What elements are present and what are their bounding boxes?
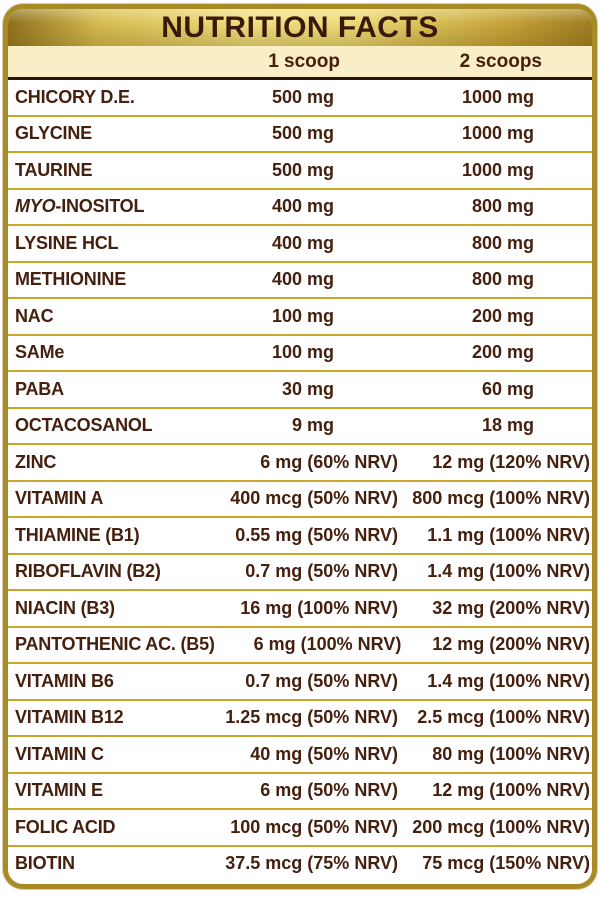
- scoop2-value: 1.1 mg (100% NRV): [427, 524, 590, 545]
- header-band: NUTRITION FACTS: [8, 9, 592, 46]
- scoop1-value: 500 mg: [271, 123, 334, 144]
- scoop2-value: 2.5 mcg (100% NRV): [417, 707, 590, 728]
- column-header-row: 1 scoop 2 scoops: [8, 46, 592, 80]
- scoop2-value: 200 mcg (100% NRV): [412, 816, 590, 837]
- ingredient-name: BIOTIN: [15, 853, 75, 874]
- scoop1-value: 9 mg: [291, 415, 334, 436]
- ingredient-name: VITAMIN B6: [15, 670, 114, 691]
- scoop1-value: 500 mg: [271, 159, 334, 180]
- table-row: PANTOTHENIC AC. (B5) 6 mg (100% NRV) 12 mg…: [8, 625, 592, 662]
- table-row: RIBOFLAVIN (B2) 0.7 mg (50% NRV) 1.4 mg (1…: [8, 552, 592, 589]
- scoop2-value: 12 mg (100% NRV): [432, 780, 590, 801]
- ingredient-name: LYSINE HCL: [15, 232, 119, 253]
- ingredient-name: FOLIC ACID: [15, 816, 116, 837]
- scoop2-value: 1000 mg: [461, 86, 534, 107]
- table-row: CHICORY D.E. 500 mg 1000 mg: [8, 80, 592, 115]
- scoop2-value: 800 mcg (100% NRV): [412, 488, 590, 509]
- scoop2-value: 12 mg (200% NRV): [432, 634, 590, 655]
- ingredient-name: METHIONINE: [15, 269, 127, 290]
- column-header-scoop2: 2 scoops: [459, 50, 542, 72]
- table-row: MYO-INOSITOL 400 mg 800 mg: [8, 187, 592, 224]
- ingredient-name: GLYCINE: [15, 123, 92, 144]
- scoop2-value: 800 mg: [471, 196, 534, 217]
- ingredient-name: TAURINE: [15, 159, 93, 180]
- scoop2-value: 75 mcg (150% NRV): [422, 853, 590, 874]
- table-row: ZINC 6 mg (60% NRV) 12 mg (120% NRV): [8, 443, 592, 480]
- scoop1-value: 100 mcg (50% NRV): [230, 816, 398, 837]
- ingredient-name: VITAMIN B12: [15, 707, 124, 728]
- table-row: OCTACOSANOL 9 mg 18 mg: [8, 406, 592, 443]
- table-row: TAURINE 500 mg 1000 mg: [8, 151, 592, 188]
- scoop2-value: 80 mg (100% NRV): [432, 743, 590, 764]
- ingredient-name: RIBOFLAVIN (B2): [15, 561, 161, 582]
- table-row: METHIONINE 400 mg 800 mg: [8, 260, 592, 297]
- nutrition-table-rows: CHICORY D.E. 500 mg 1000 mg GLYCINE 500 mg 10…: [8, 80, 592, 881]
- scoop2-value: 1.4 mg (100% NRV): [427, 670, 590, 691]
- scoop2-value: 800 mg: [471, 232, 534, 253]
- scoop1-value: 6 mg (50% NRV): [260, 780, 398, 801]
- scoop1-value: 400 mcg (50% NRV): [230, 488, 398, 509]
- ingredient-name: CHICORY D.E.: [15, 86, 135, 107]
- table-row: LYSINE HCL 400 mg 800 mg: [8, 224, 592, 261]
- ingredient-name: VITAMIN A: [15, 488, 104, 509]
- scoop2-value: 1000 mg: [461, 159, 534, 180]
- scoop1-value: 1.25 mcg (50% NRV): [225, 707, 398, 728]
- scoop2-value: 1000 mg: [461, 123, 534, 144]
- scoop1-value: 400 mg: [271, 196, 334, 217]
- table-row: VITAMIN E 6 mg (50% NRV) 12 mg (100% NRV): [8, 771, 592, 808]
- scoop1-value: 0.55 mg (50% NRV): [235, 524, 398, 545]
- scoop1-value: 500 mg: [271, 86, 334, 107]
- ingredient-name: MYO-INOSITOL: [15, 196, 145, 217]
- table-row: THIAMINE (B1) 0.55 mg (50% NRV) 1.1 mg (10…: [8, 516, 592, 553]
- ingredient-name: PABA: [15, 378, 64, 399]
- table-row: VITAMIN B6 0.7 mg (50% NRV) 1.4 mg (100% N…: [8, 662, 592, 699]
- scoop1-value: 0.7 mg (50% NRV): [245, 670, 398, 691]
- ingredient-name: PANTOTHENIC AC. (B5): [15, 634, 215, 655]
- column-header-scoop1: 1 scoop: [268, 50, 340, 72]
- table-row: GLYCINE 500 mg 1000 mg: [8, 114, 592, 151]
- scoop1-value: 37.5 mcg (75% NRV): [225, 853, 398, 874]
- ingredient-name: VITAMIN C: [15, 743, 104, 764]
- scoop1-value: 40 mg (50% NRV): [250, 743, 398, 764]
- table-row: VITAMIN B12 1.25 mcg (50% NRV) 2.5 mcg (10…: [8, 698, 592, 735]
- scoop1-value: 16 mg (100% NRV): [240, 597, 398, 618]
- scoop1-value: 0.7 mg (50% NRV): [245, 561, 398, 582]
- scoop1-value: 400 mg: [271, 232, 334, 253]
- scoop2-value: 200 mg: [471, 305, 534, 326]
- scoop1-value: 6 mg (100% NRV): [253, 634, 402, 655]
- ingredient-name: SAMe: [15, 342, 65, 363]
- ingredient-name: ZINC: [15, 451, 57, 472]
- table-row: PABA 30 mg 60 mg: [8, 370, 592, 407]
- scoop1-value: 30 mg: [281, 378, 334, 399]
- scoop2-value: 32 mg (200% NRV): [432, 597, 590, 618]
- table-row: SAMe 100 mg 200 mg: [8, 333, 592, 370]
- ingredient-name: OCTACOSANOL: [15, 415, 153, 436]
- scoop1-value: 100 mg: [271, 342, 334, 363]
- ingredient-name: THIAMINE (B1): [15, 524, 140, 545]
- ingredient-name: NIACIN (B3): [15, 597, 115, 618]
- scoop2-value: 800 mg: [471, 269, 534, 290]
- scoop1-value: 100 mg: [271, 305, 334, 326]
- scoop2-value: 18 mg: [481, 415, 534, 436]
- scoop2-value: 60 mg: [481, 378, 534, 399]
- scoop1-value: 6 mg (60% NRV): [260, 451, 398, 472]
- ingredient-name: VITAMIN E: [15, 780, 103, 801]
- table-row: NIACIN (B3) 16 mg (100% NRV) 32 mg (200% N…: [8, 589, 592, 626]
- table-row: BIOTIN 37.5 mcg (75% NRV) 75 mcg (150% NRV…: [8, 844, 592, 881]
- scoop1-value: 400 mg: [271, 269, 334, 290]
- scoop2-value: 200 mg: [471, 342, 534, 363]
- table-row: FOLIC ACID 100 mcg (50% NRV) 200 mcg (100%…: [8, 808, 592, 845]
- page-title: NUTRITION FACTS: [161, 11, 439, 44]
- table-row: VITAMIN C 40 mg (50% NRV) 80 mg (100% NRV): [8, 735, 592, 772]
- scoop2-value: 1.4 mg (100% NRV): [427, 561, 590, 582]
- ingredient-name: NAC: [15, 305, 54, 326]
- nutrition-label-card: NUTRITION FACTS 1 scoop 2 scoops CHICORY…: [3, 4, 597, 889]
- scoop2-value: 12 mg (120% NRV): [432, 451, 590, 472]
- table-row: VITAMIN A 400 mcg (50% NRV) 800 mcg (100% …: [8, 479, 592, 516]
- table-row: NAC 100 mg 200 mg: [8, 297, 592, 334]
